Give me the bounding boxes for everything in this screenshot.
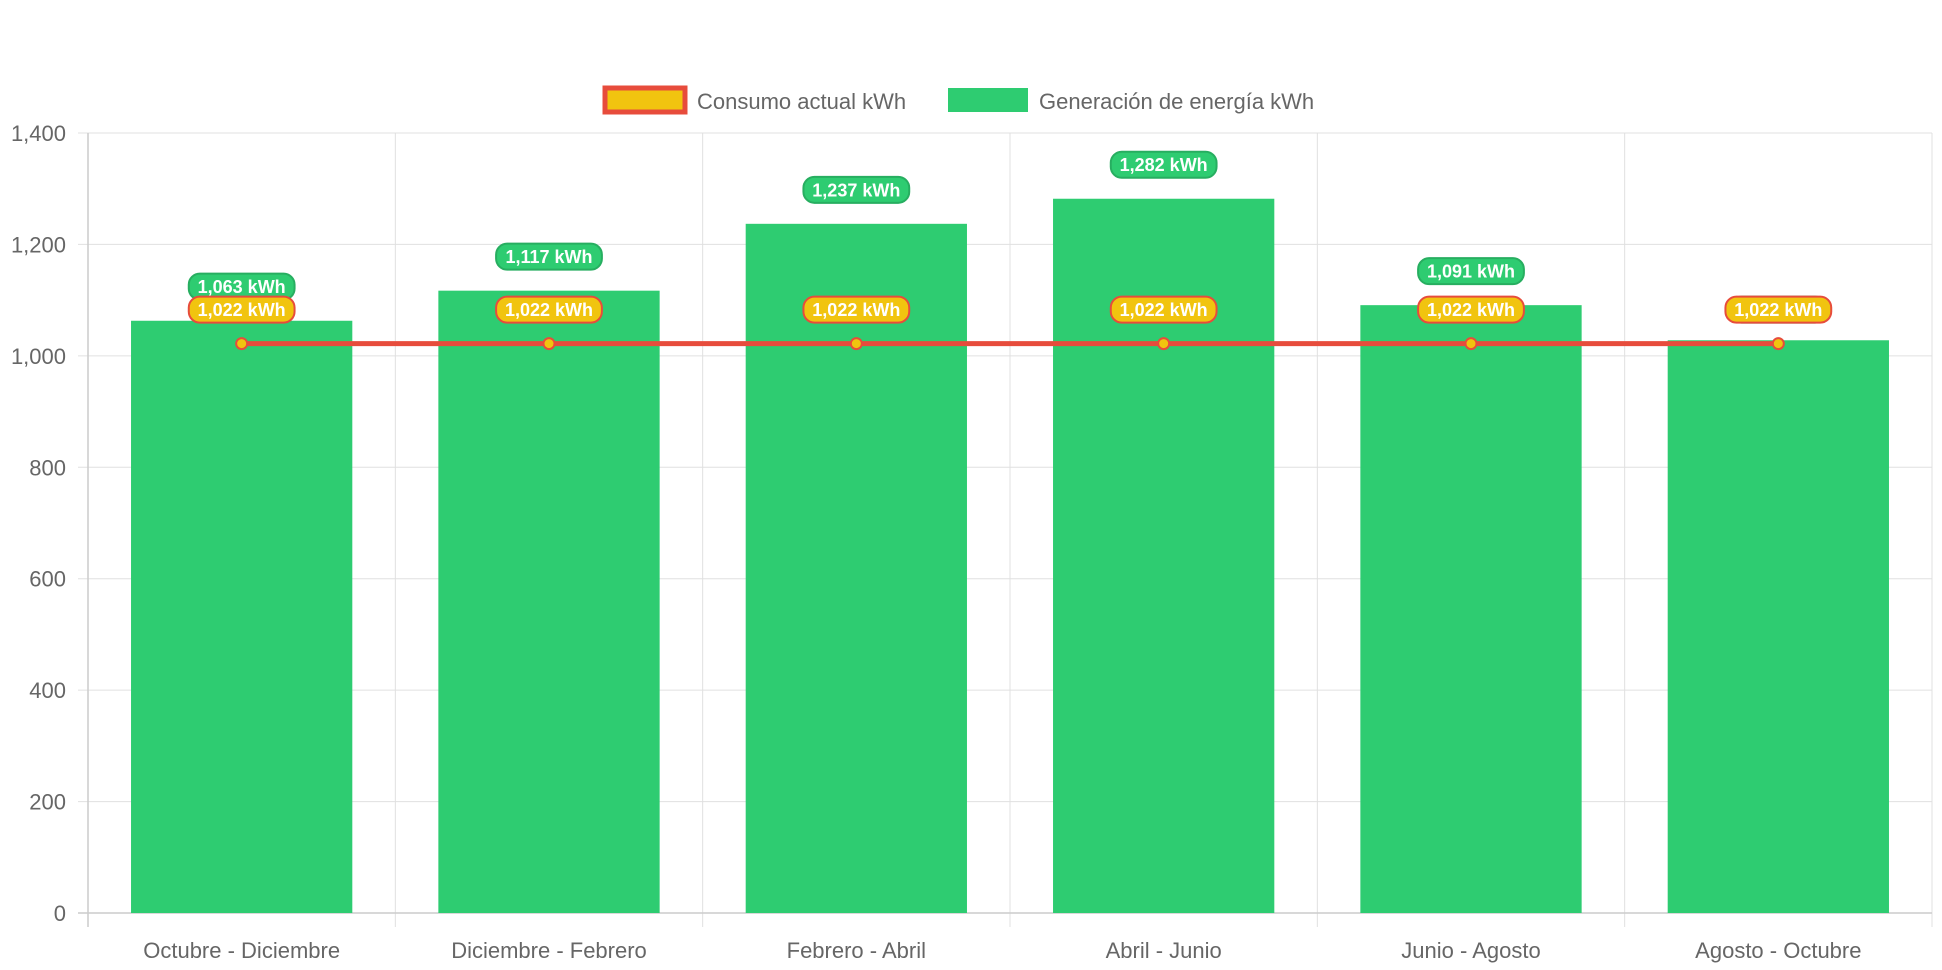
legend-label-consumo: Consumo actual kWh <box>697 89 906 114</box>
grid-lines <box>78 132 1933 927</box>
line-value-label-text: 1,022 kWh <box>1734 300 1822 320</box>
consumption-line <box>235 337 1785 351</box>
data-labels: 1,063 kWh 1,117 kWh 1,237 kWh 1,282 kWh 1,09… <box>187 150 1833 324</box>
line-value-label: 1,022 kWh <box>1417 295 1525 324</box>
bar-value-label: 1,091 kWh <box>1417 257 1525 286</box>
legend-item-consumo[interactable]: Consumo actual kWh <box>602 85 906 115</box>
line-point[interactable] <box>542 337 556 351</box>
y-tick-label: 400 <box>29 678 66 703</box>
legend-item-generacion[interactable]: Generación de energía kWh <box>948 88 1314 114</box>
y-axis: 0 200 400 600 800 1,000 1,200 1,400 <box>11 121 89 927</box>
y-tick-label: 1,200 <box>11 232 66 257</box>
line-value-label-bg <box>1417 295 1525 324</box>
x-tick-label: Abril - Junio <box>1106 938 1222 963</box>
y-tick-label: 800 <box>29 455 66 480</box>
line-value-label: 1,022 kWh <box>495 295 603 324</box>
generation-bars <box>131 198 1889 914</box>
y-tick-label: 1,000 <box>11 344 66 369</box>
bar[interactable] <box>745 223 967 914</box>
line-point[interactable] <box>1157 337 1171 351</box>
bar-value-label-bg <box>1417 257 1525 286</box>
line-value-label-bg <box>1724 295 1833 324</box>
x-tick-label: Junio - Agosto <box>1401 938 1540 963</box>
line-value-label-text: 1,022 kWh <box>505 300 593 320</box>
y-tick-label: 1,400 <box>11 121 66 146</box>
bar[interactable] <box>131 320 353 913</box>
y-tick-label: 600 <box>29 567 66 592</box>
legend-swatch-consumo <box>602 85 688 115</box>
line-value-label: 1,022 kWh <box>1109 295 1218 324</box>
x-tick-label: Octubre - Diciembre <box>143 938 340 963</box>
bar-value-label-bg <box>802 175 911 204</box>
line-value-label: 1,022 kWh <box>187 295 296 324</box>
bar-value-label: 1,282 kWh <box>1109 150 1218 179</box>
bar[interactable] <box>438 290 660 914</box>
line-value-label-bg <box>495 295 603 324</box>
bar-value-label-bg <box>495 242 603 271</box>
x-axis: Octubre - Diciembre Diciembre - Febrero Fe… <box>78 912 1932 963</box>
legend-label-generacion: Generación de energía kWh <box>1039 89 1314 114</box>
line-value-label-text: 1,022 kWh <box>1120 300 1208 320</box>
line-value-label-bg <box>187 295 296 324</box>
line-value-label-text: 1,022 kWh <box>812 300 900 320</box>
legend: Consumo actual kWh Generación de energía… <box>602 85 1314 115</box>
line-value-label-text: 1,022 kWh <box>198 300 286 320</box>
x-tick-label: Febrero - Abril <box>787 938 926 963</box>
line-value-label-text: 1,022 kWh <box>1427 300 1515 320</box>
bar[interactable] <box>1360 305 1582 914</box>
legend-swatch-generacion <box>948 88 1028 112</box>
bar-value-label-bg <box>1109 150 1218 179</box>
bar[interactable] <box>1667 340 1889 913</box>
bar-value-label: 1,063 kWh <box>187 272 296 301</box>
line-value-label-bg <box>802 295 911 324</box>
line-point[interactable] <box>235 337 249 351</box>
y-tick-label: 200 <box>29 790 66 815</box>
line-value-label-bg <box>1109 295 1218 324</box>
bar-value-label-text: 1,091 kWh <box>1427 262 1515 282</box>
x-tick-label: Agosto - Octubre <box>1695 938 1861 963</box>
y-tick-label: 0 <box>54 901 66 926</box>
x-tick-label: Diciembre - Febrero <box>451 938 647 963</box>
line-point[interactable] <box>1464 337 1478 351</box>
bar-value-label-text: 1,237 kWh <box>812 180 900 200</box>
line-value-label: 1,022 kWh <box>802 295 911 324</box>
bar-value-label: 1,237 kWh <box>802 175 911 204</box>
line-value-label: 1,022 kWh <box>1724 295 1833 324</box>
bar-value-label: 1,117 kWh <box>495 242 603 271</box>
line-point[interactable] <box>849 337 863 351</box>
bar-value-label-text: 1,282 kWh <box>1120 155 1208 175</box>
bar-value-label-text: 1,117 kWh <box>505 247 592 267</box>
line-point[interactable] <box>1771 337 1785 351</box>
bar-value-label-text: 1,063 kWh <box>198 277 286 297</box>
